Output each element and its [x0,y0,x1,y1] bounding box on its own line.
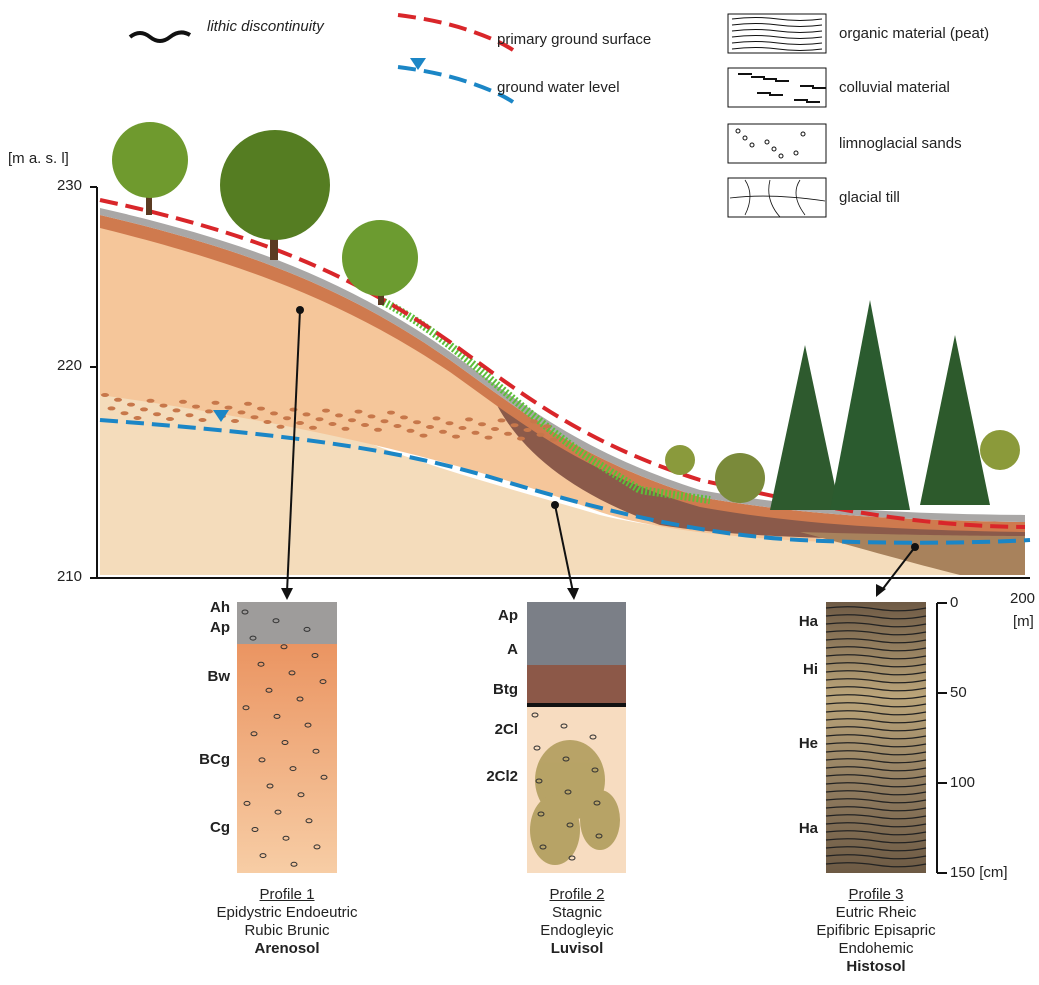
x-unit: [m] [1013,613,1034,630]
profile-classification: Endogleyic [427,922,727,939]
soil-name: Arenosol [137,940,437,957]
depth-label: 50 [950,684,967,701]
horizon-label: Ha [718,613,818,630]
profile-classification: Rubic Brunic [137,922,437,939]
profile-classification: Stagnic [427,904,727,921]
horizon-label: He [718,735,818,752]
horizon-label: Ah [130,599,230,616]
horizon-label: BCg [130,751,230,768]
y-tick-label: 230 [0,177,82,194]
horizon-label: Bw [130,668,230,685]
y-tick-label: 210 [0,568,82,585]
profile-title: Profile 2 [427,886,727,903]
legend-label: colluvial material [839,79,950,96]
horizon-label: 2Cl2 [418,768,518,785]
horizon-label: Hi [718,661,818,678]
profile-1-topsoil [237,602,337,644]
legend-label: glacial till [839,189,900,206]
water-symbol [398,67,513,102]
profile-classification: Eutric Rheic [726,904,1026,921]
soil-name: Histosol [726,958,1026,975]
soil-name: Luvisol [427,940,727,957]
legend-label: primary ground surface [497,31,651,48]
x-tick-label: 200 [1010,590,1035,607]
horizon-label: Ha [718,820,818,837]
profile-classification: Endohemic [726,940,1026,957]
horizon-label: Ap [130,619,230,636]
profile-title: Profile 1 [137,886,437,903]
horizon-label: Cg [130,819,230,836]
depth-label: 150 [cm] [950,864,1008,881]
depth-label: 0 [950,594,958,611]
material-swatches [728,14,826,217]
lithic-symbol [130,32,190,41]
profile-2-topsoil [527,602,626,665]
profile-classification: Epifibric Episapric [726,922,1026,939]
legend-label: limnoglacial sands [839,135,962,152]
horizon-label: Btg [418,681,518,698]
axis-title: [m a. s. l] [8,150,69,167]
diagram: lithic discontinuity primary ground surfa… [0,0,1039,985]
legend-label: organic material (peat) [839,25,989,42]
legend-label: ground water level [497,79,620,96]
horizon-label: 2Cl [418,721,518,738]
profile-title: Profile 3 [726,886,1026,903]
legend-label: lithic discontinuity [207,18,327,35]
y-tick-label: 220 [0,357,82,374]
profile-2-btg [527,665,626,705]
horizon-label: A [418,641,518,658]
surface-symbol [398,15,513,50]
horizon-label: Ap [418,607,518,624]
depth-label: 100 [950,774,975,791]
profile-classification: Epidystric Endoeutric [137,904,437,921]
